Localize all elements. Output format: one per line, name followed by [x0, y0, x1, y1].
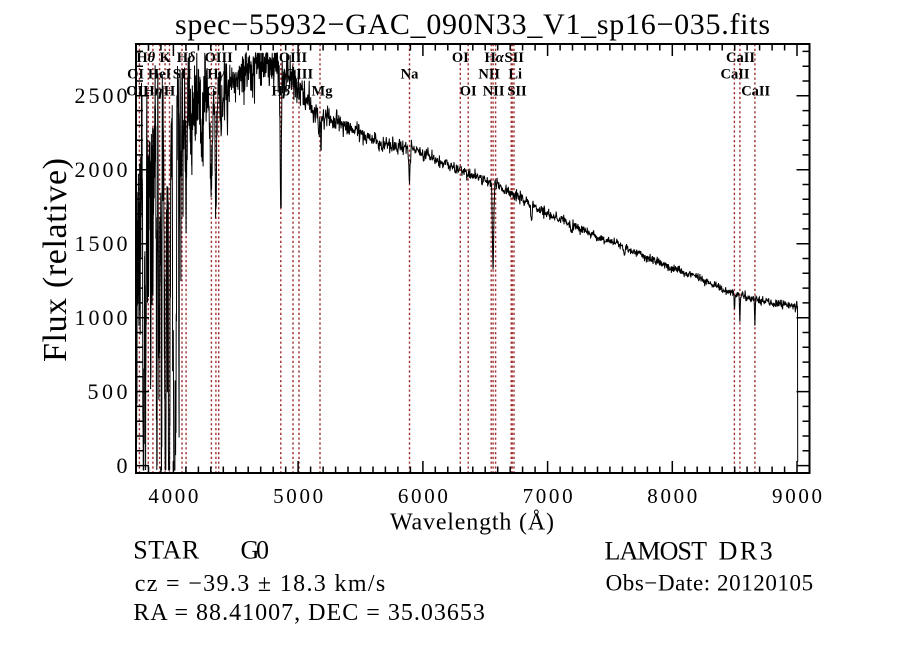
svg-text:Wavelength (Å): Wavelength (Å): [390, 510, 554, 536]
svg-text:G: G: [206, 84, 217, 100]
svg-text:LAMOST: LAMOST: [605, 536, 708, 565]
svg-text:Hγ: Hγ: [207, 67, 225, 83]
svg-text:spec−55932−GAC_090N33_V1_sp16−: spec−55932−GAC_090N33_V1_sp16−035.fits: [175, 8, 770, 41]
svg-text:K: K: [159, 50, 171, 66]
svg-text:Li: Li: [508, 67, 522, 83]
svg-text:CaII: CaII: [726, 50, 755, 66]
svg-text:Na: Na: [401, 67, 419, 83]
svg-text:Hδ: Hδ: [177, 50, 196, 66]
svg-text:Hθ: Hθ: [136, 50, 155, 66]
svg-text:cz = −39.3 ± 18.3 km/s: cz = −39.3 ± 18.3 km/s: [135, 571, 386, 597]
svg-text:Flux (relative): Flux (relative): [37, 158, 74, 362]
svg-text:SII: SII: [507, 84, 527, 100]
svg-text:OIII: OIII: [205, 50, 234, 66]
svg-text:Hα: Hα: [484, 50, 504, 66]
svg-text:HeI: HeI: [148, 67, 172, 83]
svg-text:0: 0: [117, 453, 128, 478]
svg-text:RA = 88.41007, DEC = 35.0365: RA = 88.41007, DEC = 35.03653: [133, 600, 485, 626]
svg-text:Hη: Hη: [143, 84, 162, 100]
svg-text:CaII: CaII: [720, 67, 749, 83]
svg-text:OI: OI: [452, 50, 469, 66]
svg-text:OIII: OIII: [279, 50, 308, 66]
svg-text:OIII: OIII: [285, 67, 314, 83]
svg-text:Obs−Date: 20120105: Obs−Date: 20120105: [606, 571, 814, 596]
svg-text:NII: NII: [483, 84, 505, 100]
svg-text:SII: SII: [173, 67, 193, 83]
svg-text:Hβ: Hβ: [271, 84, 290, 100]
svg-text:OII: OII: [126, 84, 149, 100]
svg-text:DR3: DR3: [719, 536, 773, 565]
svg-text:CaII: CaII: [741, 84, 770, 100]
svg-text:OI: OI: [460, 84, 477, 100]
svg-text:NII: NII: [478, 67, 500, 83]
svg-text:500: 500: [88, 379, 128, 404]
svg-text:H: H: [164, 84, 176, 100]
svg-text:SII: SII: [505, 50, 525, 66]
svg-text:STAR: STAR: [133, 536, 200, 565]
svg-text:OI: OI: [127, 67, 144, 83]
svg-text:G0: G0: [241, 536, 270, 565]
svg-text:Mg: Mg: [312, 84, 334, 100]
